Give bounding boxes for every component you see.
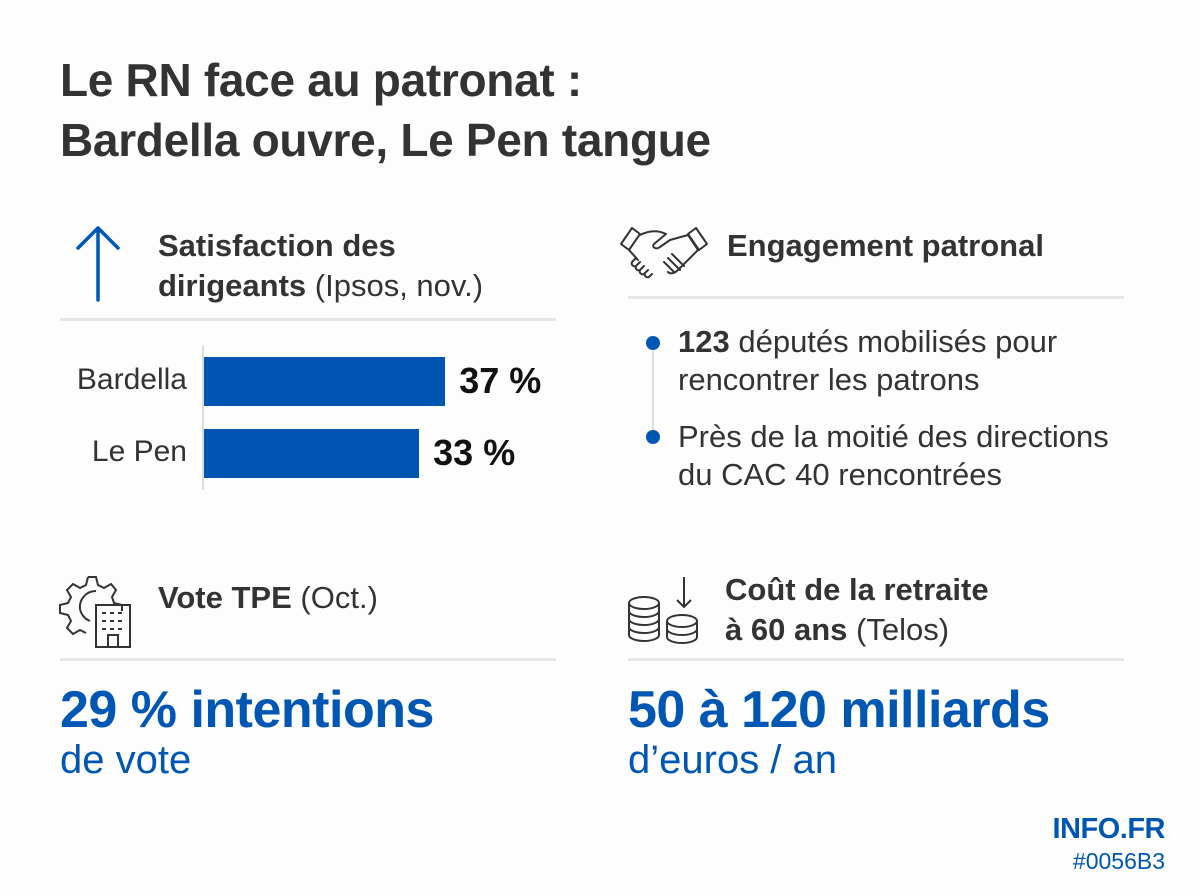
bullet-item-cac40: Près de la moitié des directions du CAC … [678,418,1109,494]
brand-logo: INFO.FR [1052,813,1166,845]
bullet-dot [646,430,660,444]
retraite-heading-bold: à 60 ans [725,612,848,647]
bar-label-le-pen: Le Pen [91,435,187,468]
arrow-up-icon [76,226,120,302]
satisfaction-divider [60,318,556,321]
bullet-text: députés mobilisés pour [729,324,1058,359]
handshake-icon [620,227,708,279]
satisfaction-heading-note: (Ipsos, nov.) [314,268,484,303]
engagement-divider [628,296,1124,299]
retraite-heading-note: (Telos) [856,612,950,647]
vote-heading-note: (Oct.) [300,580,378,615]
bullet-text-line2: rencontrer les patrons [678,362,980,397]
vote-subtext: de vote [60,738,192,782]
bullet-connector [652,343,654,437]
chart-axis [202,345,204,490]
value-label-le-pen: 33 % [433,432,516,473]
value-label-bardella: 37 % [459,360,542,401]
vote-big-figure: 29 % intentions [60,681,434,739]
retraite-big-figure: 50 à 120 milliards [628,681,1050,739]
bar-label-bardella: Bardella [76,363,187,396]
coins-down-icon [628,577,698,644]
vote-divider [60,658,556,661]
retraite-divider [628,658,1124,661]
vote-heading: Vote TPE (Oct.) [158,578,378,618]
bar-le-pen [204,429,420,478]
title-line-1: Le RN face au patronat : [60,54,582,106]
bar-bardella [204,357,446,406]
bullet-dot [646,336,660,350]
retraite-heading-line1: Coût de la retraite [725,572,989,607]
color-code: #0056B3 [1072,848,1165,874]
vote-heading-bold: Vote TPE [158,580,292,615]
title-line-2: Bardella ouvre, Le Pen tangue [60,114,711,166]
gear-building-icon [59,576,131,648]
retraite-subtext: d’euros / an [628,738,838,782]
satisfaction-heading-bold: dirigeants [158,268,307,303]
retraite-heading: Coût de la retraite à 60 ans (Telos) [725,570,989,650]
bullet-text-line2: du CAC 40 rencontrées [678,457,1002,492]
bullet-text: Près de la moitié des directions [678,419,1109,454]
bullet-item-deputes: 123 députés mobilisés pour rencontrer le… [678,323,1057,399]
satisfaction-heading: Satisfaction des dirigeants (Ipsos, nov.… [158,226,483,306]
bullet-bold-number: 123 [678,324,730,359]
satisfaction-heading-line1: Satisfaction des [158,228,396,263]
page-title: Le RN face au patronat : Bardella ouvre,… [60,50,711,170]
engagement-heading: Engagement patronal [727,228,1044,263]
